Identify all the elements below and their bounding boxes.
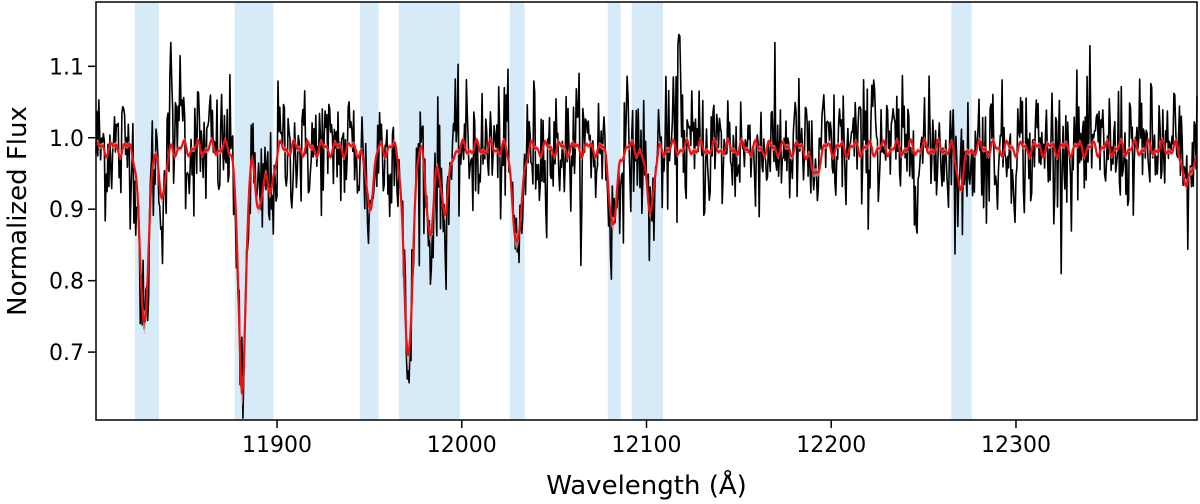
x-axis-ticks: 11900 12000 12100 12200 12300: [242, 420, 1051, 458]
x-tick-label: 11900: [242, 433, 312, 458]
y-axis-label: Normalized Flux: [3, 106, 33, 316]
highlight-band-7: [631, 2, 664, 420]
y-tick-label: 1.0: [49, 127, 84, 152]
y-tick-label: 1.1: [49, 55, 84, 80]
x-tick-label: 12200: [796, 433, 866, 458]
model-spectrum-line: [94, 138, 1198, 395]
x-tick-label: 12000: [427, 433, 497, 458]
highlight-band-5: [509, 2, 525, 420]
highlight-bands: [134, 2, 972, 420]
model-spectrum-layer: [94, 136, 1198, 409]
y-tick-label: 0.9: [49, 198, 84, 223]
y-axis-ticks: 0.7 0.8 0.9 1.0 1.1: [49, 55, 96, 366]
x-tick-label: 12100: [612, 433, 682, 458]
x-tick-label: 12300: [981, 433, 1051, 458]
y-tick-label: 0.7: [49, 341, 84, 366]
x-axis-label: Wavelength (Å): [546, 469, 747, 501]
y-tick-label: 0.8: [49, 270, 84, 295]
